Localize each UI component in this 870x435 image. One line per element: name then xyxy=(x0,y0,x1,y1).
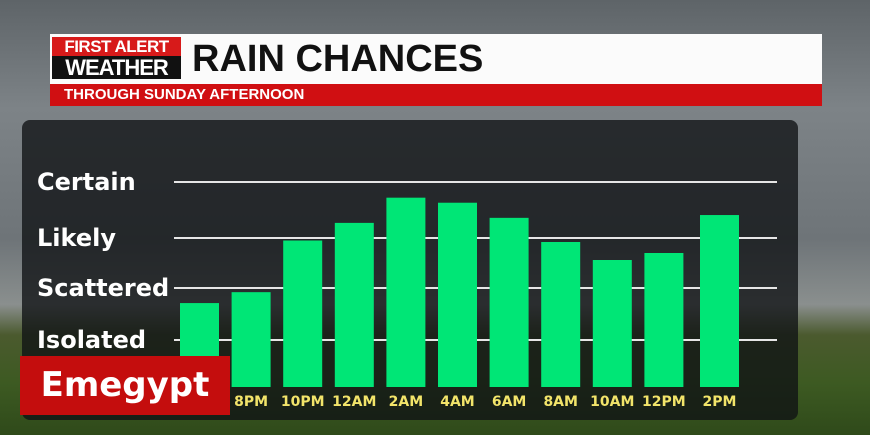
x-tick-label: 12AM xyxy=(332,394,376,410)
x-tick-label: 8AM xyxy=(543,394,578,410)
bar xyxy=(541,242,581,387)
chart-title: RAIN CHANCES xyxy=(192,38,484,80)
x-tick-label: 2PM xyxy=(703,394,737,410)
bar xyxy=(386,197,426,387)
logo-line-2: WEATHER xyxy=(65,55,169,80)
y-level-label: Isolated xyxy=(37,326,146,354)
x-tick-label: 6AM xyxy=(492,394,527,410)
watermark: Emegypt xyxy=(20,356,230,415)
bar xyxy=(438,202,477,387)
bar xyxy=(334,222,374,387)
x-tick-label: 4AM xyxy=(440,394,475,410)
bar xyxy=(283,240,323,387)
y-level-label: Certain xyxy=(37,168,136,196)
x-tick-label: 8PM xyxy=(234,394,268,410)
y-level-label: Scattered xyxy=(37,274,169,302)
y-level-label: Likely xyxy=(37,224,116,252)
bar xyxy=(592,260,632,387)
logo-line-1: FIRST ALERT xyxy=(52,37,181,56)
x-tick-label: 10AM xyxy=(590,394,634,410)
x-tick-label: 2AM xyxy=(389,394,424,410)
x-tick-label: 12PM xyxy=(642,394,686,410)
x-tick-label: 10PM xyxy=(281,394,325,410)
bar xyxy=(644,253,684,387)
bar xyxy=(489,217,529,387)
chart-subtitle: THROUGH SUNDAY AFTERNOON xyxy=(64,86,305,103)
bar xyxy=(231,292,271,387)
bar xyxy=(700,215,739,387)
subtitle-bar: THROUGH SUNDAY AFTERNOON xyxy=(50,84,822,106)
first-alert-weather-logo: FIRST ALERT WEATHER xyxy=(52,37,181,79)
